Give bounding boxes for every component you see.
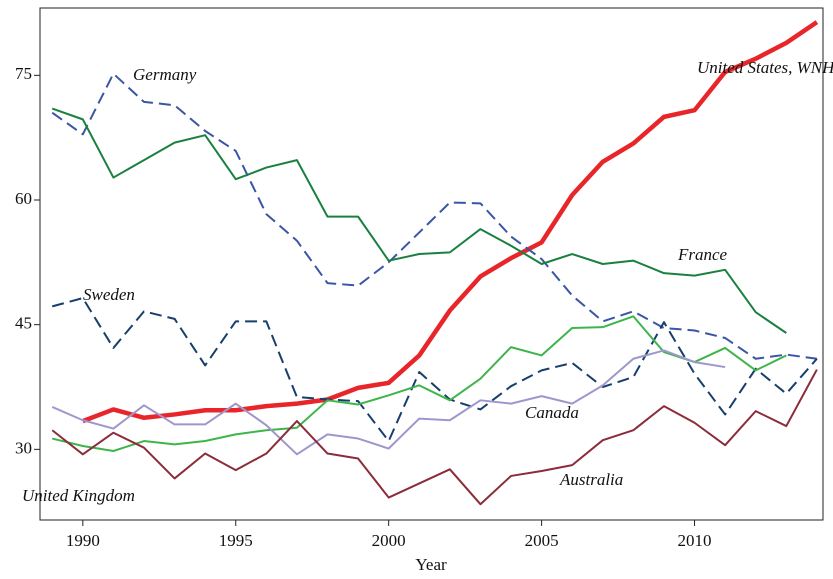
y-tick-label: 60 (15, 189, 32, 208)
series-line (51, 297, 818, 443)
series-label: Sweden (83, 285, 135, 304)
series-label: Canada (525, 403, 579, 422)
series-label: Australia (559, 470, 623, 489)
series-label: United Kingdom (22, 486, 135, 505)
x-tick-label: 2005 (525, 531, 559, 550)
x-tick-label: 2000 (372, 531, 406, 550)
y-tick-label: 75 (15, 64, 32, 83)
series-line (51, 107, 787, 334)
series-line (51, 349, 726, 456)
x-tick-label: 1995 (219, 531, 253, 550)
y-tick-label: 45 (15, 314, 32, 333)
series-line (51, 315, 787, 453)
series-label: United States, WNHs (697, 58, 833, 77)
series-line (82, 20, 819, 424)
x-axis-label: Year (415, 555, 447, 574)
y-tick-label: 30 (15, 438, 32, 457)
series-line (51, 72, 818, 360)
plot-frame (39, 7, 824, 521)
x-tick-label: 1990 (66, 531, 100, 550)
x-tick-label: 2010 (678, 531, 712, 550)
series-label: France (677, 245, 728, 264)
series-label: Germany (133, 65, 197, 84)
series-line (51, 369, 818, 506)
